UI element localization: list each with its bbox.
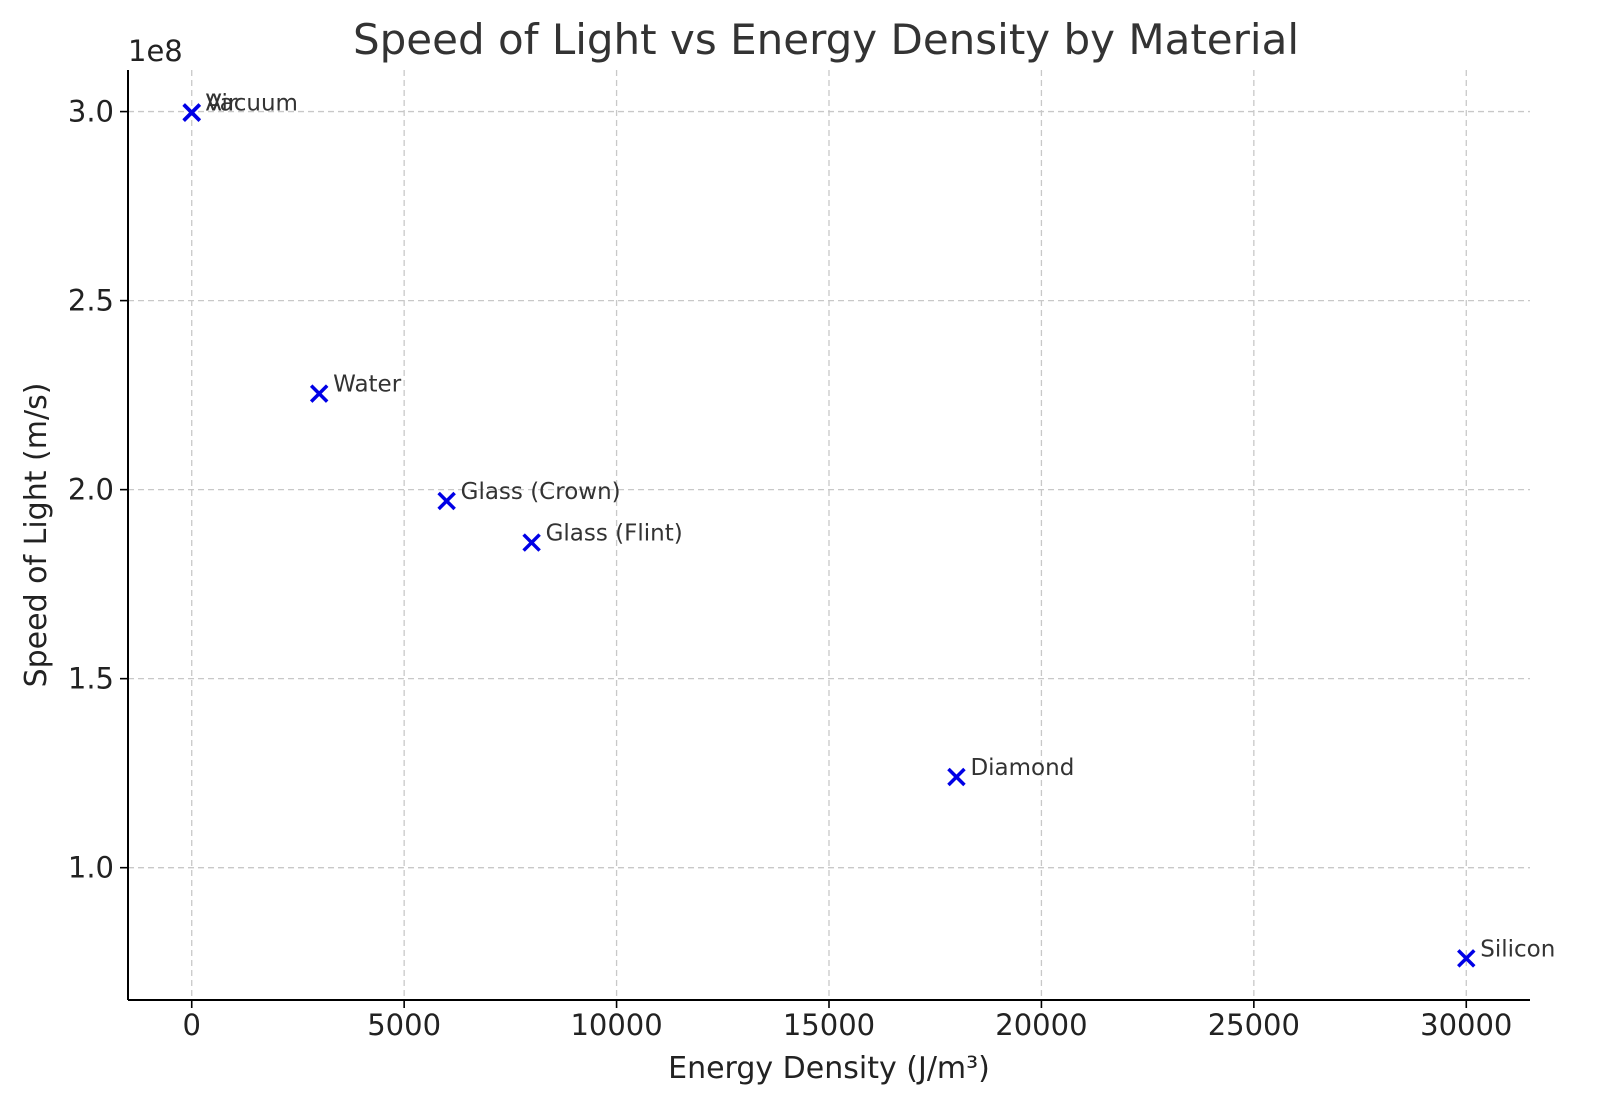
x-tick-label: 25000 xyxy=(1208,1008,1300,1042)
x-tick-label: 20000 xyxy=(995,1008,1087,1042)
axis-ticks: 0 5000 10000 15000 20000 25000 30000 1.0 1.5 2.0 2… xyxy=(68,95,1513,1042)
y-axis-offset-label: 1e8 xyxy=(128,34,183,68)
x-tick-label: 30000 xyxy=(1420,1008,1512,1042)
x-tick-label: 5000 xyxy=(367,1008,441,1042)
grid-lines xyxy=(128,70,1530,1000)
y-tick-label: 2.5 xyxy=(68,284,114,318)
point-label: Silicon xyxy=(1480,936,1555,962)
scatter-point xyxy=(182,103,201,122)
y-tick-label: 1.5 xyxy=(68,662,114,696)
point-label: Water xyxy=(333,372,402,398)
x-tick-label: 0 xyxy=(183,1008,201,1042)
scatter-point xyxy=(522,533,541,552)
scatter-point xyxy=(309,384,329,403)
point-label: Diamond xyxy=(970,755,1074,781)
x-tick-label: 10000 xyxy=(570,1008,662,1042)
y-tick-label: 3.0 xyxy=(68,95,114,129)
scatter-point xyxy=(437,491,456,511)
point-label: Air xyxy=(206,91,238,117)
y-axis-label: Speed of Light (m/s) xyxy=(19,383,54,688)
data-points xyxy=(182,103,1476,968)
point-label: Vacuum xyxy=(206,90,298,116)
point-label: Glass (Flint) xyxy=(546,521,683,547)
x-tick-label: 15000 xyxy=(783,1008,875,1042)
y-tick-label: 2.0 xyxy=(68,473,114,507)
scatter-point xyxy=(1457,949,1476,968)
x-axis-label: Energy Density (J/m³) xyxy=(668,1051,990,1086)
chart-title: Speed of Light vs Energy Density by Mate… xyxy=(353,15,1299,64)
scatter-point xyxy=(947,767,966,787)
y-tick-label: 1.0 xyxy=(68,851,114,885)
point-label: Glass (Crown) xyxy=(461,479,621,505)
